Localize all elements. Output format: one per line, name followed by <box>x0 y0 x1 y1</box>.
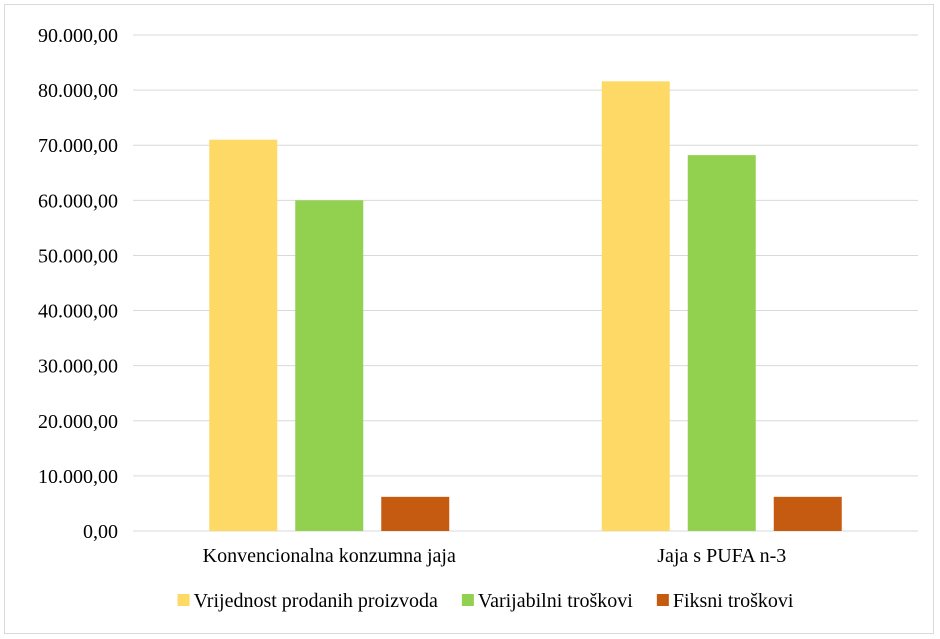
bar <box>209 139 278 531</box>
y-tick-label: 20.000,00 <box>38 411 118 433</box>
bar <box>687 155 756 532</box>
y-tick-label: 70.000,00 <box>38 135 118 157</box>
y-tick-label: 40.000,00 <box>38 301 118 323</box>
x-category-label: Jaja s PUFA n-3 <box>657 545 786 567</box>
y-tick-label: 50.000,00 <box>38 245 118 267</box>
x-category-label: Konvencionalna konzumna jaja <box>203 545 456 567</box>
y-tick-label: 80.000,00 <box>38 80 118 102</box>
y-tick-label: 60.000,00 <box>38 190 118 212</box>
legend-label: Vrijednost prodanih proizvoda <box>194 590 438 612</box>
legend-swatch <box>461 594 474 606</box>
legend-label: Fiksni troškovi <box>673 590 794 612</box>
legend-swatch <box>656 594 669 606</box>
y-tick-label: 30.000,00 <box>38 356 118 378</box>
y-tick-label: 10.000,00 <box>38 466 118 488</box>
bar <box>773 496 842 531</box>
legend-swatch <box>177 594 190 606</box>
y-tick-label: 90.000,00 <box>38 25 118 47</box>
bar <box>601 81 670 531</box>
y-tick-label: 0,00 <box>83 521 118 543</box>
bar <box>295 200 364 532</box>
bar <box>381 496 450 531</box>
legend-label: Varijabilni troškovi <box>478 590 633 612</box>
